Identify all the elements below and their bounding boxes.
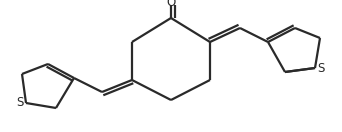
Text: S: S	[16, 96, 24, 110]
Text: O: O	[166, 0, 176, 8]
Text: S: S	[317, 62, 325, 74]
